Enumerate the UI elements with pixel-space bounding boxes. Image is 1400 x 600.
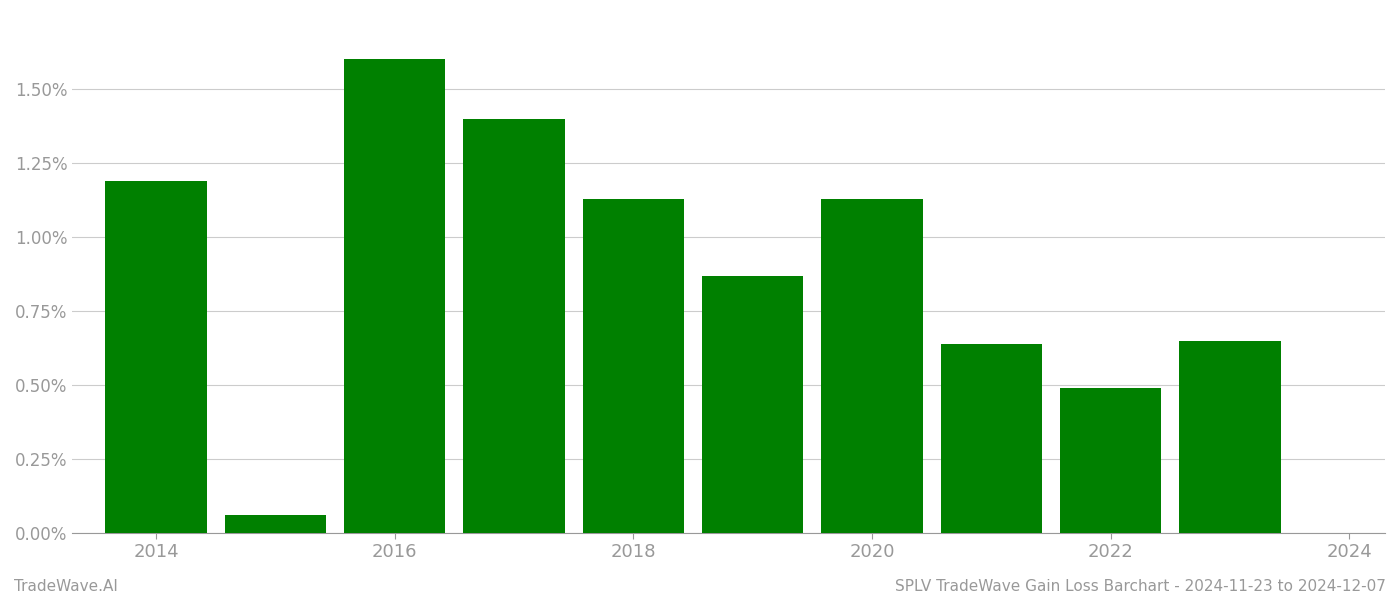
Bar [463,119,564,533]
Bar [344,59,445,533]
Bar [1060,388,1161,533]
Bar [582,199,685,533]
Bar [224,515,326,533]
Bar [1179,341,1281,533]
Text: TradeWave.AI: TradeWave.AI [14,579,118,594]
Bar [822,199,923,533]
Text: SPLV TradeWave Gain Loss Barchart - 2024-11-23 to 2024-12-07: SPLV TradeWave Gain Loss Barchart - 2024… [895,579,1386,594]
Bar [701,276,804,533]
Bar [105,181,207,533]
Bar [941,344,1042,533]
